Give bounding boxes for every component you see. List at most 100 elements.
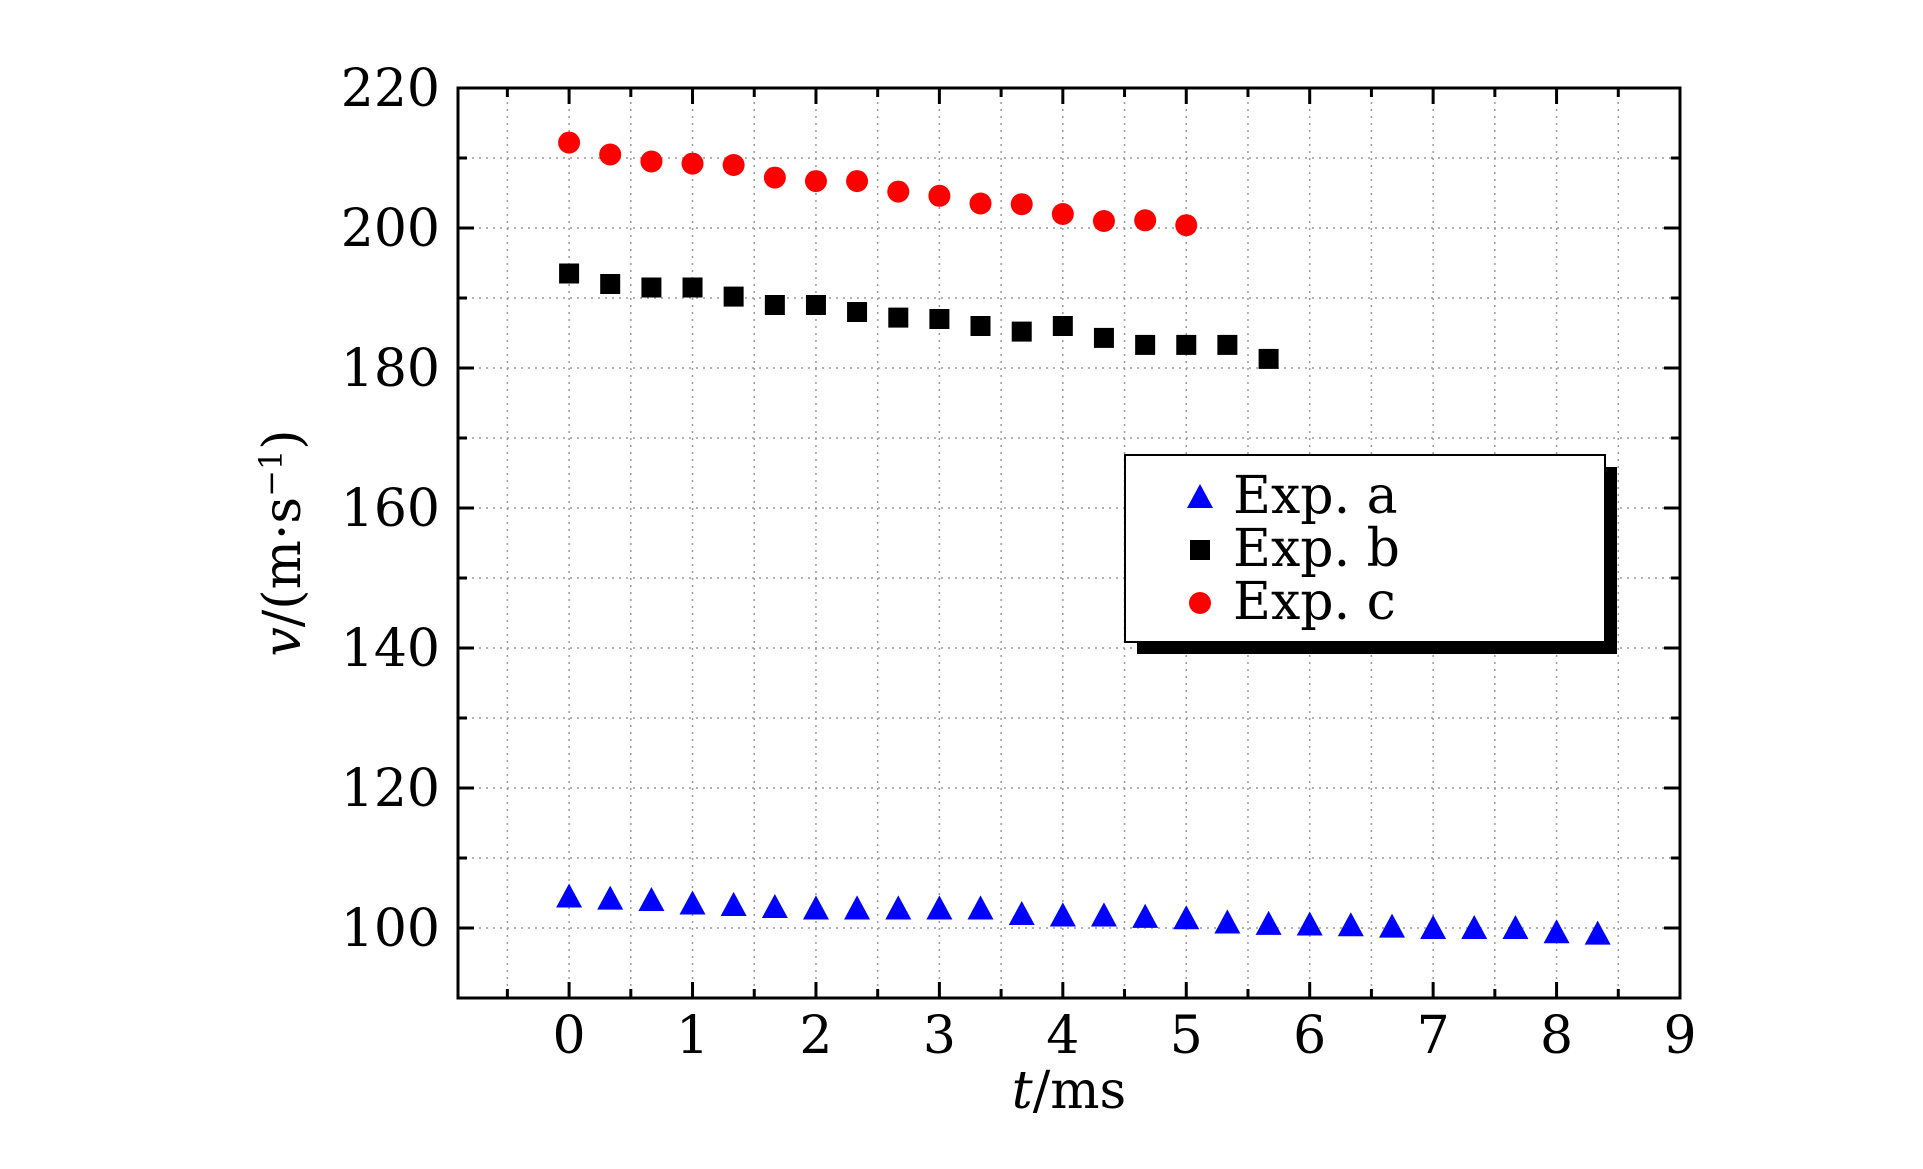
data-point (926, 895, 953, 920)
data-point (1092, 210, 1115, 232)
data-point (1584, 920, 1611, 945)
legend-entry: Exp. b (1190, 519, 1400, 579)
data-point (722, 154, 745, 176)
x-tick-label: 0 (553, 1006, 586, 1066)
series-exp-c (558, 131, 1198, 237)
data-point (1543, 919, 1570, 944)
legend-label: Exp. a (1233, 466, 1398, 526)
y-tick-label: 120 (341, 759, 440, 819)
data-point (559, 263, 580, 284)
axis-ticks (458, 86, 1682, 1000)
data-point (1258, 348, 1279, 369)
legend-marker (1189, 592, 1211, 614)
data-point (805, 295, 826, 315)
series-exp-a (556, 883, 1611, 945)
data-point (1093, 327, 1114, 348)
x-tick-label: 8 (1540, 1006, 1573, 1066)
data-point (600, 274, 621, 294)
data-point (679, 890, 706, 915)
data-point (1296, 911, 1323, 936)
x-axis-variable: t (1012, 1061, 1033, 1121)
series-exp-b (559, 263, 1279, 369)
data-point (969, 192, 992, 215)
x-tick-label: 2 (799, 1006, 832, 1066)
data-point (763, 166, 786, 189)
data-point (1049, 902, 1076, 927)
x-tick-label: 9 (1663, 1006, 1696, 1066)
data-point (640, 150, 663, 173)
data-point (1052, 316, 1073, 336)
data-point (847, 302, 868, 322)
x-tick-label: 5 (1170, 1006, 1203, 1066)
data-point (599, 143, 622, 166)
data-point (1051, 203, 1074, 225)
data-point (641, 277, 662, 298)
y-axis-unit-close: ) (253, 429, 313, 449)
legend-marker (1190, 540, 1210, 560)
data-point (928, 184, 951, 207)
legend-entry: Exp. a (1187, 466, 1398, 526)
tick-labels: 0 1 2 3 4 5 6 7 8 9 100 120 140 160 180 200 220 (341, 59, 1697, 1066)
y-axis-variable: v (253, 627, 313, 656)
data-point (1420, 915, 1447, 940)
legend-label: Exp. b (1233, 519, 1400, 579)
x-tick-label: 3 (923, 1006, 956, 1066)
data-point (1214, 909, 1241, 934)
data-series (556, 131, 1611, 945)
x-axis-title: t/ms (1012, 1061, 1126, 1121)
legend-marker (1187, 484, 1213, 509)
data-point (1175, 214, 1198, 237)
data-point (1217, 334, 1238, 355)
data-point (1461, 915, 1488, 940)
data-point (1090, 902, 1117, 927)
data-point (885, 895, 912, 920)
data-point (682, 277, 703, 298)
data-point (681, 152, 704, 175)
data-point (1176, 334, 1197, 355)
y-tick-label: 200 (341, 199, 440, 259)
legend-entry: Exp. c (1189, 572, 1396, 632)
x-axis-unit: /ms (1033, 1061, 1127, 1121)
data-point (638, 887, 665, 912)
x-tick-label: 6 (1293, 1006, 1326, 1066)
data-point (1502, 915, 1529, 940)
data-point (804, 170, 827, 193)
data-point (1255, 910, 1282, 935)
data-point (1337, 912, 1364, 937)
legend-label: Exp. c (1233, 572, 1396, 632)
data-point (556, 883, 583, 908)
data-point (720, 891, 747, 916)
data-point (888, 307, 909, 328)
data-point (967, 895, 994, 920)
data-point (597, 885, 624, 910)
x-tick-label: 1 (676, 1006, 709, 1066)
data-point (723, 286, 744, 307)
data-point (887, 180, 910, 203)
data-point (1379, 913, 1406, 938)
data-point (558, 131, 581, 154)
data-point (1173, 905, 1200, 930)
y-axis-title: v/(m·s−1) (252, 429, 313, 656)
data-point (846, 170, 869, 193)
data-point (1011, 321, 1032, 342)
data-point (761, 894, 788, 919)
y-axis-unit: /(m·s (253, 497, 313, 627)
data-point (764, 295, 785, 315)
plot-area-frame (456, 86, 1682, 1000)
y-tick-label: 180 (341, 339, 440, 399)
data-point (1010, 193, 1033, 216)
y-tick-label: 160 (341, 479, 440, 539)
data-point (1135, 334, 1156, 355)
data-point (844, 895, 871, 920)
y-tick-label: 220 (341, 59, 440, 119)
x-tick-label: 4 (1046, 1006, 1079, 1066)
data-point (802, 895, 829, 920)
data-point (929, 309, 950, 329)
y-tick-label: 100 (341, 899, 440, 959)
y-axis-unit-exponent: −1 (252, 450, 290, 497)
data-point (1008, 901, 1035, 926)
data-point (1134, 209, 1157, 232)
data-point (970, 316, 991, 336)
